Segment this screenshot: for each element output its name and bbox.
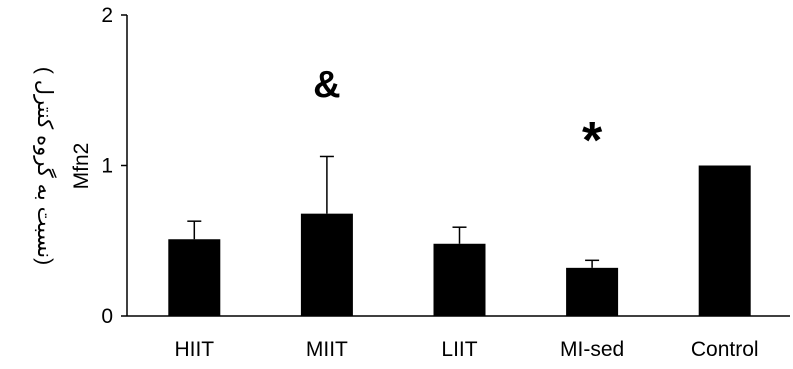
error-bars [187,155,600,268]
y-axis-label: (نسبت به گروه کنترل ) Mfn2 [33,67,93,265]
y-tick-label: 1 [101,155,113,178]
x-tick-label: LIIT [441,338,477,361]
y-ticks: 0 1 2 [101,4,127,328]
x-tick-label: MIIT [306,338,348,361]
annotation-ampersand: & [313,64,340,106]
annotations: &* [313,64,603,170]
y-tick-label: 2 [101,4,113,27]
x-tick-label: HIIT [174,338,214,361]
y-tick-label: 0 [101,305,113,328]
bars [168,165,751,316]
x-tick-label: MI-sed [560,338,624,361]
bar-miit [300,213,353,316]
annotation-asterisk: * [582,112,603,170]
bar-hiit [168,239,221,316]
bar-mi-sed [566,267,619,316]
x-tick-labels: HIIT MIIT LIIT MI-sed Control [174,338,758,361]
x-tick-label: Control [691,338,759,361]
y-axis-label-line-1: (نسبت به گروه کنترل ) [33,67,57,265]
y-axis-label-line-2: Mfn2 [70,143,93,190]
bar-liit [433,243,486,316]
bar-control [698,165,751,316]
